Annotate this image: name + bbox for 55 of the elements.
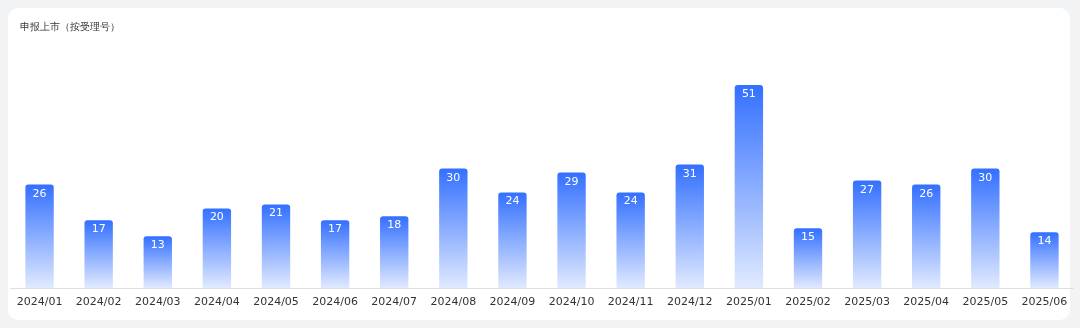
- data-label: 14: [1037, 234, 1052, 248]
- bar: [439, 168, 468, 288]
- bar: [971, 168, 1000, 288]
- data-label: 27: [860, 182, 875, 196]
- bar: [380, 216, 409, 288]
- x-tick-label: 2025/05: [962, 295, 1009, 308]
- x-tick-label: 2025/06: [1021, 295, 1068, 308]
- x-tick-label: 2024/02: [75, 295, 122, 308]
- data-label: 30: [446, 170, 461, 184]
- data-label: 20: [209, 210, 224, 224]
- bar: [793, 228, 823, 288]
- x-tick-label: 2024/07: [371, 295, 418, 308]
- data-label: 24: [623, 194, 638, 208]
- data-label: 18: [387, 218, 402, 232]
- bar: [84, 220, 113, 288]
- data-label: 26: [919, 186, 934, 200]
- bar: [557, 172, 586, 288]
- bar: [202, 208, 232, 288]
- data-label: 30: [978, 170, 993, 184]
- x-tick-label: 2024/06: [312, 295, 358, 308]
- bar: [1030, 232, 1059, 288]
- bar: [852, 180, 882, 288]
- x-tick-label: 2024/04: [194, 295, 240, 308]
- data-label: 17: [91, 222, 106, 236]
- bar: [320, 220, 350, 288]
- x-tick-label: 2024/11: [607, 295, 654, 308]
- x-tick-label: 2024/12: [666, 295, 713, 308]
- chart-title: 申报上市（按受理号）: [20, 21, 120, 32]
- x-tick-label: 2025/02: [785, 295, 831, 308]
- x-tick-label: 2025/03: [844, 295, 890, 308]
- bar: [143, 236, 172, 288]
- bar: [498, 192, 527, 288]
- x-tick-label: 2025/01: [726, 295, 772, 308]
- data-label: 15: [801, 230, 815, 244]
- x-tick-label: 2024/05: [253, 295, 299, 308]
- data-label: 13: [150, 238, 165, 252]
- data-label: 17: [328, 222, 343, 236]
- data-label: 51: [741, 87, 756, 100]
- x-tick-label: 2024/01: [16, 295, 63, 308]
- bar: [25, 184, 54, 288]
- bar: [734, 85, 764, 288]
- x-tick-label: 2025/04: [903, 295, 950, 308]
- data-label: 24: [505, 194, 520, 208]
- data-label: 29: [564, 174, 579, 188]
- data-label: 21: [269, 206, 283, 220]
- bar: [261, 204, 291, 288]
- x-tick-label: 2024/08: [430, 295, 477, 308]
- bar: [912, 184, 941, 288]
- x-tick-label: 2024/10: [548, 295, 595, 308]
- data-label: 26: [32, 186, 47, 200]
- bar: [675, 164, 704, 288]
- data-label: 31: [682, 166, 697, 180]
- x-tick-label: 2024/09: [489, 295, 536, 308]
- bar: [616, 192, 645, 288]
- x-tick-label: 2024/03: [134, 295, 181, 308]
